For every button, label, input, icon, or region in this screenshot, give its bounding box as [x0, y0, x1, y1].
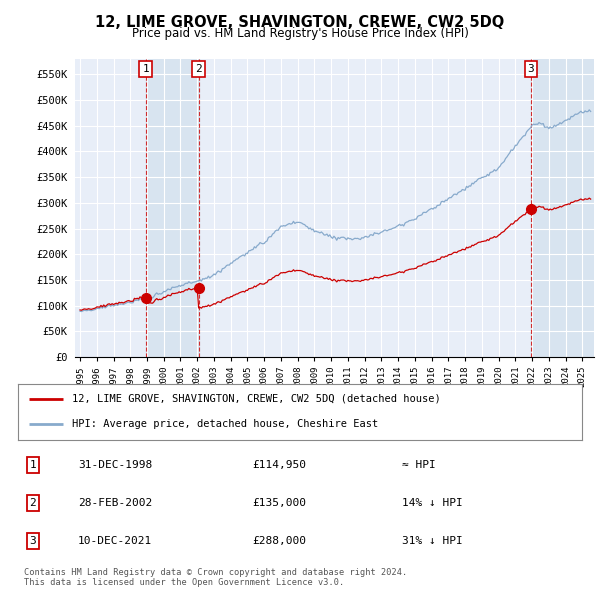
Text: 2: 2 [29, 498, 37, 508]
Text: 14% ↓ HPI: 14% ↓ HPI [402, 498, 463, 508]
Text: 31-DEC-1998: 31-DEC-1998 [78, 460, 152, 470]
Text: 31% ↓ HPI: 31% ↓ HPI [402, 536, 463, 546]
Text: Price paid vs. HM Land Registry's House Price Index (HPI): Price paid vs. HM Land Registry's House … [131, 27, 469, 40]
Text: £135,000: £135,000 [252, 498, 306, 508]
Text: 1: 1 [29, 460, 37, 470]
Text: £288,000: £288,000 [252, 536, 306, 546]
Text: 12, LIME GROVE, SHAVINGTON, CREWE, CW2 5DQ: 12, LIME GROVE, SHAVINGTON, CREWE, CW2 5… [95, 15, 505, 30]
Text: ≈ HPI: ≈ HPI [402, 460, 436, 470]
Text: 3: 3 [29, 536, 37, 546]
Text: 12, LIME GROVE, SHAVINGTON, CREWE, CW2 5DQ (detached house): 12, LIME GROVE, SHAVINGTON, CREWE, CW2 5… [71, 394, 440, 404]
Bar [146, 59, 199, 357]
Text: Contains HM Land Registry data © Crown copyright and database right 2024.
This d: Contains HM Land Registry data © Crown c… [24, 568, 407, 587]
Text: 2: 2 [195, 64, 202, 74]
Text: 10-DEC-2021: 10-DEC-2021 [78, 536, 152, 546]
Bar [531, 59, 594, 357]
Text: £114,950: £114,950 [252, 460, 306, 470]
Text: 28-FEB-2002: 28-FEB-2002 [78, 498, 152, 508]
Text: 1: 1 [142, 64, 149, 74]
Text: HPI: Average price, detached house, Cheshire East: HPI: Average price, detached house, Ches… [71, 419, 378, 430]
Text: 3: 3 [528, 64, 535, 74]
